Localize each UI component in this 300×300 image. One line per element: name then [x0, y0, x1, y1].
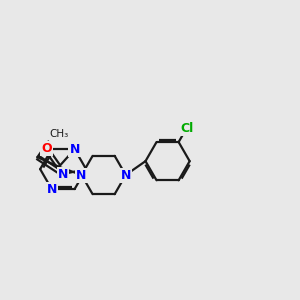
Text: N: N	[58, 167, 68, 181]
Text: N: N	[121, 169, 131, 182]
Text: CH₃: CH₃	[50, 129, 69, 139]
Text: N: N	[76, 169, 87, 182]
Text: N: N	[46, 182, 57, 196]
Text: N: N	[69, 143, 80, 156]
Text: O: O	[41, 142, 52, 155]
Text: Cl: Cl	[180, 122, 193, 134]
